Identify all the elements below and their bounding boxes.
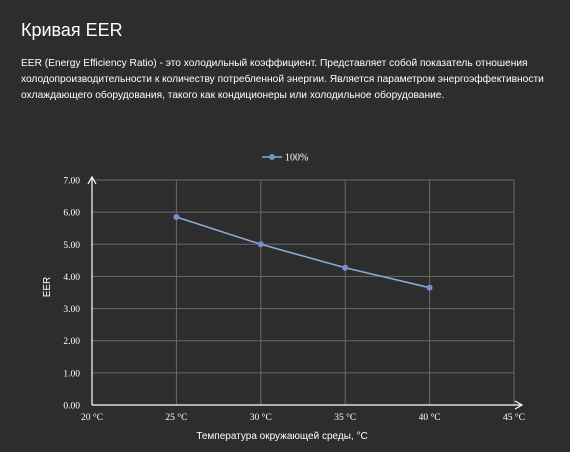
grid-lines xyxy=(92,179,515,405)
chart-axes xyxy=(87,175,524,410)
y-tick-label: 3.00 xyxy=(63,305,80,315)
series-layer xyxy=(173,213,433,291)
y-axis-title: EER xyxy=(42,277,53,298)
data-point xyxy=(342,264,349,271)
x-tick-label: 30 °C xyxy=(250,412,272,423)
page-title: Кривая EER xyxy=(21,20,123,40)
y-tick-label: 6.00 xyxy=(63,209,80,219)
y-tick-label: 7.00 xyxy=(63,177,80,187)
x-tick-label: 20 °C xyxy=(81,412,103,423)
y-tick-label: 2.00 xyxy=(63,337,80,347)
x-tick-label: 45 °C xyxy=(503,412,525,423)
legend: 100% xyxy=(262,153,308,164)
legend-marker xyxy=(269,154,275,160)
data-point xyxy=(426,284,433,291)
data-point xyxy=(257,241,264,248)
x-axis-arrow xyxy=(514,400,524,410)
legend-label: 100% xyxy=(285,153,308,164)
series-line xyxy=(176,216,430,289)
tick-labels: 0.00 1.00 2.00 3.00 4.00 5.00 6.00 7.00 20 °C 25 … xyxy=(63,177,525,424)
x-tick-label: 25 °C xyxy=(165,412,187,423)
x-tick-label: 35 °C xyxy=(334,412,356,423)
y-tick-label: 5.00 xyxy=(63,241,80,251)
y-tick-label: 0.00 xyxy=(63,402,80,412)
data-point xyxy=(173,213,180,220)
y-axis-arrow xyxy=(87,175,97,185)
page-description: EER (Energy Efficiency Ratio) - это холо… xyxy=(21,58,544,101)
y-tick-label: 1.00 xyxy=(63,369,80,379)
y-tick-label: 4.00 xyxy=(63,273,80,283)
x-axis-title: Температура окружающей среды, °C xyxy=(196,431,367,442)
x-tick-label: 40 °C xyxy=(419,412,441,423)
